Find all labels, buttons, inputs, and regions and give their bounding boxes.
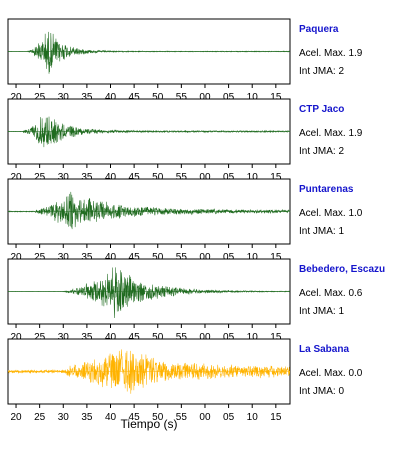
x-tick-label: 30 <box>58 412 70 423</box>
x-tick-label: 45 <box>129 172 141 183</box>
x-tick-label: 10 <box>247 412 259 423</box>
acel-max-label: Acel. Max. 1.0 <box>299 208 363 219</box>
acel-max-label: Acel. Max. 0.6 <box>299 288 363 299</box>
x-tick-label: 50 <box>152 92 164 103</box>
x-tick-label: 50 <box>152 172 164 183</box>
x-tick-label: 55 <box>176 252 188 263</box>
x-tick-label: 05 <box>223 332 235 343</box>
x-tick-label: 40 <box>105 252 117 263</box>
int-jma-label: Int JMA: 2 <box>299 66 344 77</box>
x-tick-label: 25 <box>34 252 46 263</box>
x-tick-label: 45 <box>129 92 141 103</box>
x-tick-label: 20 <box>10 92 22 103</box>
x-tick-label: 35 <box>81 252 93 263</box>
x-tick-label: 55 <box>176 92 188 103</box>
acel-max-label: Acel. Max. 1.9 <box>299 128 363 139</box>
seismic-trace <box>7 31 291 74</box>
x-tick-label: 35 <box>81 412 93 423</box>
station-name: Puntarenas <box>299 184 354 195</box>
x-tick-label: 55 <box>176 172 188 183</box>
station-name: La Sabana <box>299 344 349 355</box>
x-tick-label: 05 <box>223 172 235 183</box>
station-name: CTP Jaco <box>299 104 344 115</box>
int-jma-label: Int JMA: 1 <box>299 226 344 237</box>
seismic-trace <box>7 191 291 230</box>
x-tick-label: 00 <box>199 172 211 183</box>
x-axis-title: Tiempo (s) <box>121 417 178 431</box>
x-tick-label: 20 <box>10 412 22 423</box>
x-tick-label: 20 <box>10 332 22 343</box>
x-tick-label: 25 <box>34 412 46 423</box>
x-tick-label: 40 <box>105 92 117 103</box>
x-tick-label: 10 <box>247 252 259 263</box>
x-tick-label: 05 <box>223 252 235 263</box>
x-tick-label: 45 <box>129 332 141 343</box>
x-tick-label: 20 <box>10 252 22 263</box>
x-tick-label: 30 <box>58 332 70 343</box>
acel-max-label: Acel. Max. 1.9 <box>299 48 363 59</box>
x-tick-label: 35 <box>81 172 93 183</box>
x-tick-label: 10 <box>247 92 259 103</box>
x-tick-label: 40 <box>105 172 117 183</box>
x-tick-label: 15 <box>270 412 282 423</box>
x-tick-label: 00 <box>199 92 211 103</box>
x-tick-label: 25 <box>34 92 46 103</box>
acel-max-label: Acel. Max. 0.0 <box>299 368 363 379</box>
x-tick-label: 50 <box>152 412 164 423</box>
x-tick-label: 15 <box>270 172 282 183</box>
x-tick-label: 15 <box>270 92 282 103</box>
x-tick-label: 25 <box>34 332 46 343</box>
x-tick-label: 05 <box>223 412 235 423</box>
x-tick-label: 30 <box>58 252 70 263</box>
x-tick-label: 45 <box>129 412 141 423</box>
x-tick-label: 40 <box>105 332 117 343</box>
x-tick-label: 40 <box>105 412 117 423</box>
station-name: Bebedero, Escazu <box>299 264 385 275</box>
x-tick-label: 50 <box>152 252 164 263</box>
x-tick-label: 55 <box>176 412 188 423</box>
x-tick-label: 20 <box>10 172 22 183</box>
seismic-trace <box>7 267 291 319</box>
x-tick-label: 10 <box>247 332 259 343</box>
x-tick-label: 35 <box>81 92 93 103</box>
station-name: Paquera <box>299 24 339 35</box>
x-tick-label: 30 <box>58 92 70 103</box>
x-tick-label: 15 <box>270 252 282 263</box>
x-tick-label: 00 <box>199 332 211 343</box>
x-tick-label: 15 <box>270 332 282 343</box>
x-tick-label: 05 <box>223 92 235 103</box>
x-tick-label: 30 <box>58 172 70 183</box>
x-tick-label: 50 <box>152 332 164 343</box>
int-jma-label: Int JMA: 0 <box>299 386 344 397</box>
int-jma-label: Int JMA: 1 <box>299 306 344 317</box>
x-tick-label: 35 <box>81 332 93 343</box>
int-jma-label: Int JMA: 2 <box>299 146 344 157</box>
x-tick-label: 00 <box>199 252 211 263</box>
x-tick-label: 10 <box>247 172 259 183</box>
seismic-trace <box>7 116 291 148</box>
x-tick-label: 25 <box>34 172 46 183</box>
x-tick-label: 00 <box>199 412 211 423</box>
x-tick-label: 45 <box>129 252 141 263</box>
seismic-trace <box>7 349 291 394</box>
x-tick-label: 55 <box>176 332 188 343</box>
